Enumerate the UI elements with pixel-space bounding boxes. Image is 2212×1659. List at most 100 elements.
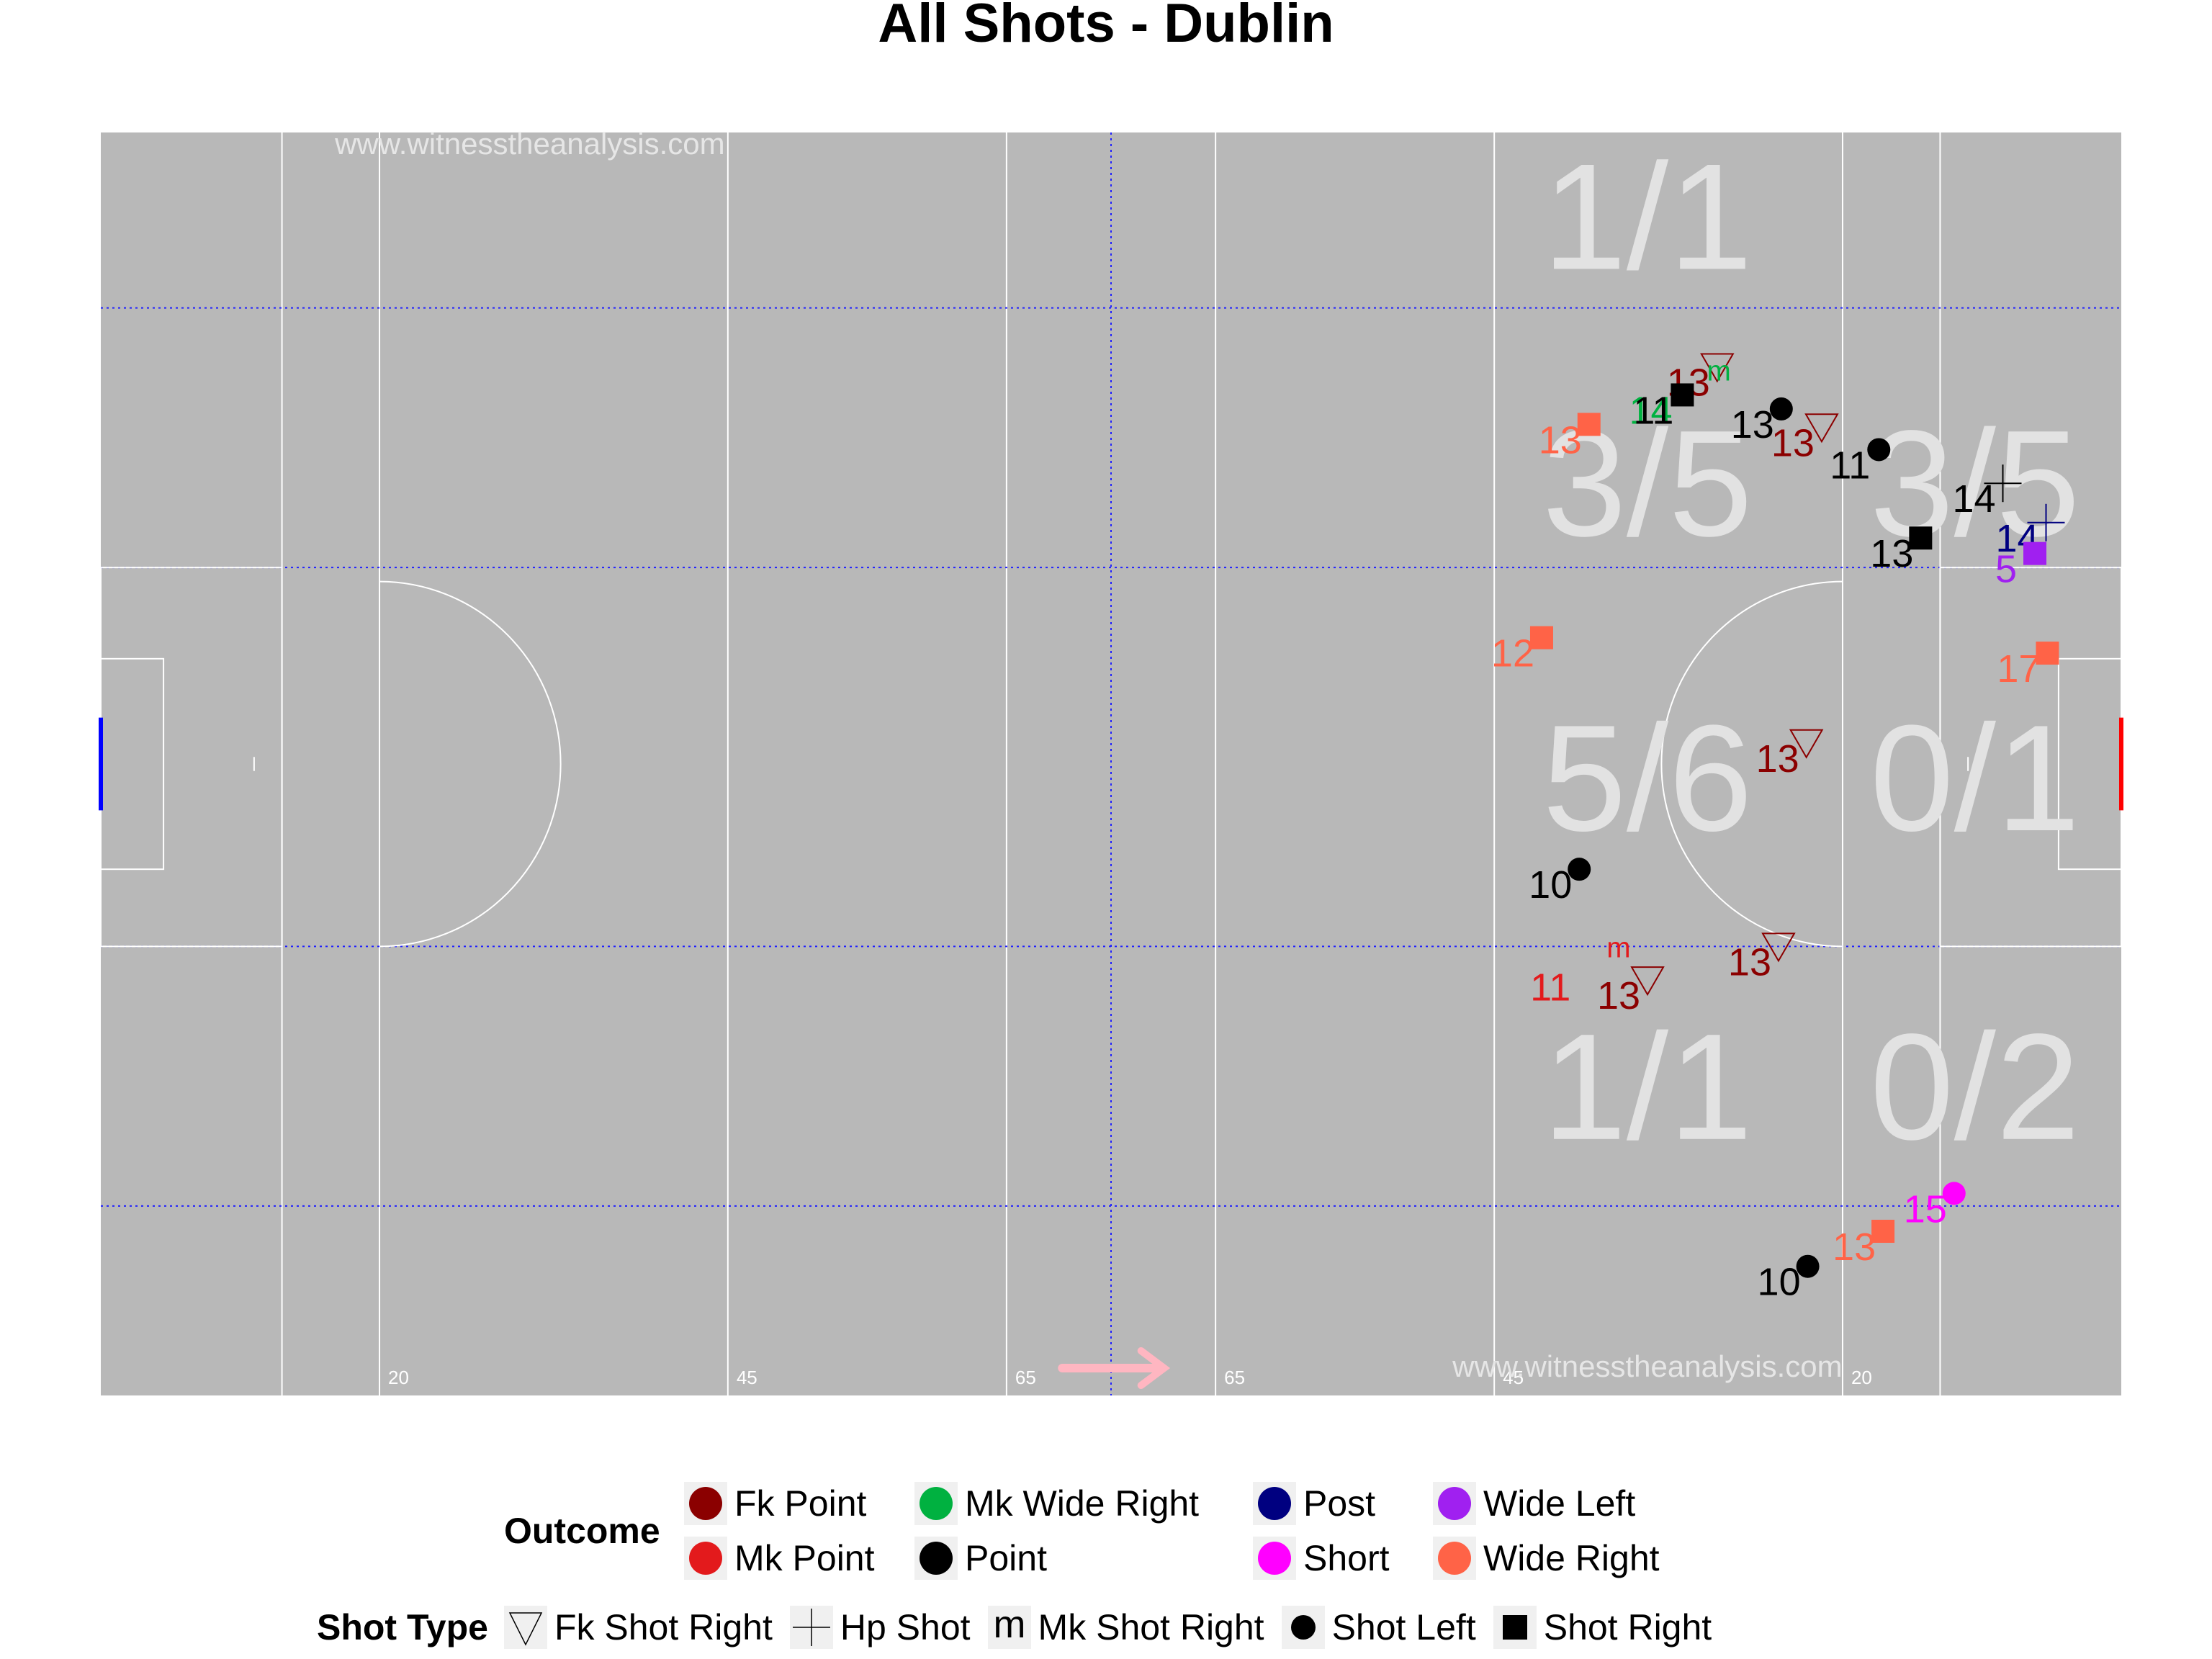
shot-type-legend-label: Fk Shot Right	[554, 1607, 773, 1647]
shot-label: 10	[1529, 863, 1572, 907]
shot-marker: 13	[1833, 1219, 1895, 1269]
outcome-legend-label: Mk Wide Right	[965, 1483, 1200, 1524]
shot-label: 13	[1833, 1226, 1876, 1269]
shot-label: 13	[1597, 974, 1640, 1017]
shot-marker: 13	[1728, 932, 1796, 984]
legend-key	[1253, 1537, 1296, 1580]
shot-marker: 13	[1597, 966, 1665, 1017]
outcome-legend-label: Wide Right	[1483, 1538, 1660, 1578]
shot-marker: 17	[1997, 642, 2059, 691]
circle-icon	[1281, 1606, 1325, 1649]
shot-marker: 13	[1756, 729, 1824, 781]
zone-stat: 3/5	[1542, 399, 1753, 568]
outcome-dot-icon	[689, 1487, 722, 1520]
shot-marker: 5	[1995, 541, 2047, 591]
shot-type-legend-item: Shot Right	[1493, 1606, 1712, 1649]
fk-shot-marker	[1804, 413, 1839, 444]
shot-marker: 14	[1952, 464, 2022, 521]
outcome-legend-item: Wide Left	[1433, 1476, 1699, 1531]
shot-marker: 13	[1731, 397, 1793, 446]
zone-stat: 5/6	[1542, 693, 1753, 863]
outcome-legend-label: Wide Left	[1483, 1483, 1636, 1524]
outcome-legend-item: Wide Right	[1433, 1531, 1699, 1586]
outcome-legend-item: Fk Point	[684, 1476, 914, 1531]
outcome-legend-label: Mk Point	[734, 1538, 875, 1578]
distance-label: 20	[1851, 1367, 1872, 1388]
shot-type-legend-item: Hp Shot	[789, 1606, 971, 1649]
outcome-legend-label: Point	[965, 1538, 1047, 1578]
legend-key	[1433, 1537, 1476, 1580]
shot-label: 11	[1530, 966, 1570, 1009]
distance-label: 45	[1503, 1367, 1524, 1388]
fk-shot-marker	[1700, 353, 1735, 383]
shot-label: 14	[1952, 477, 1995, 521]
shot-label: 17	[1997, 647, 2040, 691]
shot-right-marker	[2023, 541, 2047, 565]
legend-key	[914, 1482, 958, 1525]
square-icon	[1493, 1606, 1537, 1649]
shot-marker: 13	[1539, 413, 1601, 462]
shot-label: 13	[1756, 737, 1799, 781]
watermark-top: www.witnesstheanalysis.com	[334, 127, 725, 161]
shot-type-legend-title: Shot Type	[317, 1607, 488, 1647]
shot-type-legend-label: Shot Right	[1543, 1607, 1712, 1647]
shot-type-legend-items: Fk Shot Right Hp Shot m Mk Shot Right Shot L…	[503, 1606, 1729, 1649]
shot-marker: 10	[1758, 1254, 1820, 1304]
left-arc	[379, 580, 562, 948]
legend-key	[684, 1537, 727, 1580]
shot-label: 13	[1539, 418, 1582, 462]
zone-stats: 1/1 3/5 3/5 5/6 0/1 1/1 0/2	[1542, 132, 2080, 1171]
shot-label: 13	[1771, 421, 1815, 464]
shot-right-marker	[1871, 1219, 1895, 1243]
outcome-dot-icon	[920, 1487, 953, 1520]
shot-marker: 11	[1633, 383, 1694, 432]
fk-shot-marker	[1789, 729, 1824, 759]
outcome-dot-icon	[1438, 1542, 1471, 1575]
shot-right-marker	[1529, 626, 1553, 649]
zone-stat: 1/1	[1542, 1002, 1753, 1172]
shot-label: 13	[1870, 532, 1913, 575]
shot-left-marker	[1942, 1182, 1966, 1205]
svg-text:m: m	[993, 1606, 1025, 1646]
shot-label: 5	[1995, 548, 2017, 591]
mk-shot-marker: m	[1606, 932, 1630, 963]
outcome-legend-label: Post	[1303, 1483, 1376, 1524]
triangle-down-icon	[503, 1606, 547, 1649]
outcome-legend-item: Mk Point	[684, 1531, 914, 1586]
legend-key	[1253, 1482, 1296, 1525]
shot-label: 13	[1728, 940, 1771, 984]
distance-label: 65	[1015, 1367, 1036, 1388]
distance-label: 20	[388, 1367, 409, 1388]
shot-left-marker	[1769, 397, 1793, 421]
pitch: 20 45 65 65 45 20 www.witnesstheanalysis.com ww…	[99, 127, 2123, 1395]
outcome-dot-icon	[689, 1542, 722, 1575]
shot-label: 13	[1731, 403, 1774, 446]
legend-key	[684, 1482, 727, 1525]
legend-key	[1433, 1482, 1476, 1525]
outcome-dot-icon	[920, 1542, 953, 1575]
shot-label: 15	[1904, 1187, 1947, 1231]
mk-shot-marker: m	[1707, 355, 1731, 387]
shot-label: 10	[1758, 1261, 1801, 1304]
shot-marker: m 14	[1629, 355, 1731, 432]
outcome-legend-item: Post	[1253, 1476, 1433, 1531]
fk-shot-marker	[1761, 932, 1796, 963]
shot-left-marker	[1796, 1254, 1820, 1278]
shot-right-marker	[1671, 383, 1694, 407]
distance-label: 45	[737, 1367, 757, 1388]
outcome-dot-icon	[1438, 1487, 1471, 1520]
zone-stat: 1/1	[1542, 132, 1753, 301]
outcome-legend-items: Fk Point Mk Wide Right Post Wide Left Mk Poi…	[684, 1476, 1699, 1586]
shot-type-legend-item: Shot Left	[1281, 1606, 1476, 1649]
shot-type-legend-item: Fk Shot Right	[503, 1606, 773, 1649]
shot-type-legend-item: m Mk Shot Right	[987, 1606, 1264, 1649]
pitch-surface	[101, 132, 2121, 1395]
outcome-legend: Outcome Fk Point Mk Wide Right Post Wide Le…	[504, 1476, 1699, 1586]
shot-marker: 13	[1870, 526, 1933, 575]
outcome-legend-label: Fk Point	[734, 1483, 867, 1524]
shot-right-marker	[1577, 413, 1601, 436]
outcome-legend-item: Short	[1253, 1531, 1433, 1586]
outcome-dot-icon	[1258, 1487, 1291, 1520]
